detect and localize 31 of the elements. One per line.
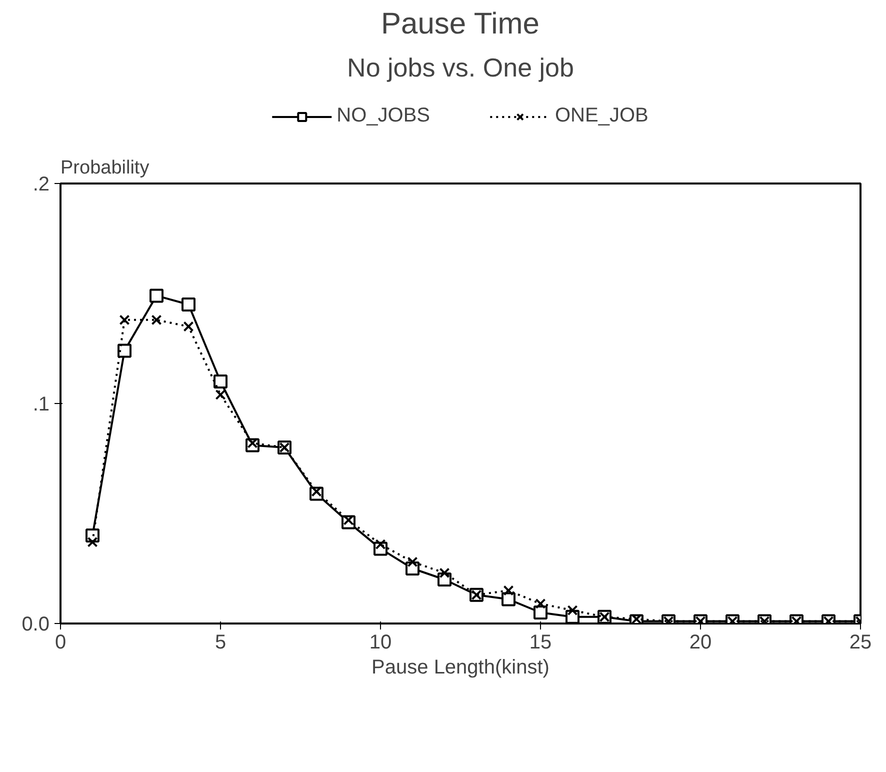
- y-tick-label: .2: [32, 174, 50, 196]
- x-tick-label: 15: [529, 632, 552, 654]
- y-tick-label: 0.0: [22, 614, 50, 636]
- point: [118, 344, 132, 358]
- point: [183, 321, 194, 332]
- point: [182, 298, 196, 312]
- x-tick-label: 10: [369, 632, 392, 654]
- point: [502, 592, 516, 606]
- point: [439, 568, 450, 578]
- x-axis-title: Pause Length(kinst): [372, 656, 550, 678]
- y-axis-title: Probability: [60, 158, 150, 178]
- point: [87, 536, 98, 548]
- point: [567, 605, 578, 616]
- legend-label: ONE_JOB: [555, 104, 648, 128]
- chart-subtitle: No jobs vs. One job: [347, 52, 574, 82]
- point: [534, 606, 548, 620]
- point: [119, 314, 130, 326]
- chart-title: Pause Time: [381, 8, 540, 40]
- point: [407, 556, 418, 568]
- point: [535, 598, 546, 609]
- point: [150, 288, 164, 303]
- x-tick-label: 25: [849, 632, 872, 654]
- point: [215, 389, 226, 400]
- y-tick-label: .1: [32, 394, 50, 416]
- legend-label: NO_JOBS: [336, 104, 430, 128]
- x-tick-label: 20: [689, 632, 712, 654]
- point: [214, 374, 228, 388]
- point: [151, 314, 162, 326]
- point: [503, 585, 514, 596]
- x-tick-label: 0: [54, 632, 66, 654]
- x-tick-label: 5: [214, 632, 226, 654]
